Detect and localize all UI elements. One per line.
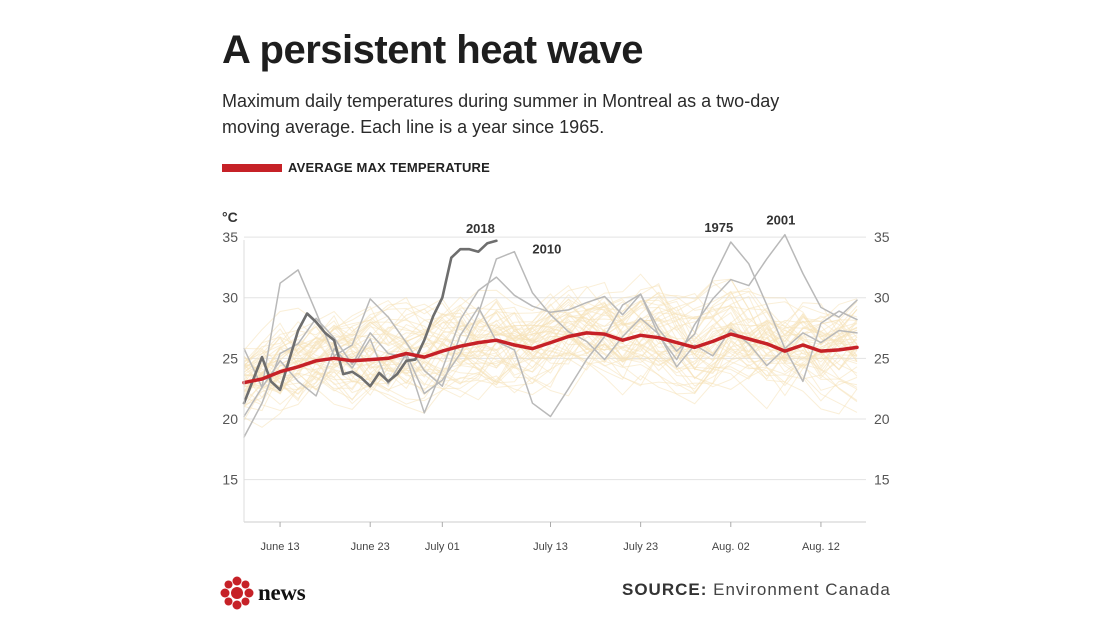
x-tick-label: Aug. 12	[802, 541, 840, 553]
x-tick-label: June 23	[351, 541, 390, 553]
y-tick-label-left-20: 20	[222, 411, 238, 427]
x-tick-label: Aug. 02	[712, 541, 750, 553]
y-tick-label-right-15: 15	[874, 472, 890, 488]
series-label-2018: 2018	[466, 221, 495, 236]
source-text: Environment Canada	[713, 580, 891, 599]
logo-text: news	[258, 580, 306, 605]
y-tick-label-left-30: 30	[222, 290, 238, 306]
background-year-line	[243, 284, 858, 391]
source-label: SOURCE:	[622, 580, 708, 599]
y-tick-label-left-35: 35	[222, 229, 238, 245]
chart-subtitle: Maximum daily temperatures during summer…	[222, 91, 780, 137]
y-tick-label-right-20: 20	[874, 411, 890, 427]
x-tick-label: July 23	[623, 541, 658, 553]
y-tick-label-right-25: 25	[874, 350, 890, 366]
y-tick-label-right-30: 30	[874, 290, 890, 306]
x-tick-label: July 01	[425, 541, 460, 553]
background-year-line	[243, 312, 858, 410]
background-year-line	[243, 303, 858, 398]
cbc-gem-icon	[220, 576, 254, 610]
legend-swatch-average	[222, 163, 282, 172]
series-label-2010: 2010	[532, 242, 561, 257]
y-tick-label-left-25: 25	[222, 350, 238, 366]
y-unit-label: °C	[222, 209, 238, 225]
series-line-average-max-temperature	[242, 331, 859, 385]
background-year-line	[243, 316, 858, 408]
background-year-line	[243, 301, 858, 391]
series-label-2001: 2001	[766, 213, 795, 228]
series-line-2018	[242, 239, 498, 405]
background-year-line	[243, 285, 858, 414]
background-year-line	[243, 313, 858, 380]
source-note: SOURCE: Environment Canada	[622, 580, 891, 600]
legend-label-average: AVERAGE MAX TEMPERATURE	[288, 160, 491, 175]
cbc-news-logo: news	[220, 576, 306, 610]
background-year-line	[243, 306, 858, 390]
series-line-2001	[243, 233, 858, 438]
background-year-line	[243, 292, 858, 401]
background-year-line	[243, 289, 858, 387]
y-tick-label-left-15: 15	[222, 472, 238, 488]
chart-title: A persistent heat wave	[222, 28, 644, 72]
x-tick-label: June 13	[260, 541, 299, 553]
legend: AVERAGE MAX TEMPERATURE	[222, 160, 490, 175]
background-year-line	[243, 299, 858, 388]
series-label-1975: 1975	[704, 220, 733, 235]
background-year-line	[243, 309, 858, 400]
x-tick-label: July 13	[533, 541, 568, 553]
y-tick-label-right-35: 35	[874, 229, 890, 245]
background-year-line	[243, 303, 858, 406]
